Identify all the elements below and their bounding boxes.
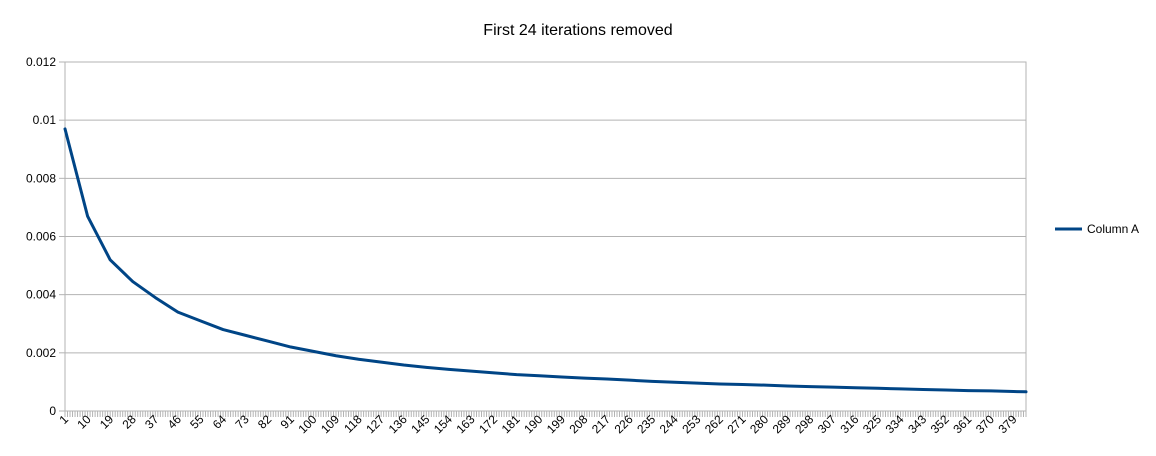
data-point	[199, 319, 202, 323]
data-point	[289, 345, 293, 349]
data-point	[108, 258, 112, 261]
legend: Column A	[1055, 222, 1139, 236]
data-point	[921, 388, 925, 391]
data-point	[1012, 390, 1015, 393]
data-point	[718, 382, 722, 386]
data-point	[628, 378, 631, 382]
gridlines	[59, 61, 1026, 412]
data-point	[763, 383, 767, 387]
data-point	[244, 334, 247, 337]
data-point	[899, 387, 902, 391]
data-point	[876, 387, 880, 390]
data-point	[650, 380, 654, 383]
data-point	[741, 383, 744, 386]
data-point	[1024, 390, 1028, 394]
plot-area-border	[64, 61, 1027, 412]
data-point	[131, 280, 134, 283]
data-point	[402, 363, 405, 367]
data-point	[492, 371, 496, 375]
data-point	[515, 373, 518, 376]
data-point	[154, 296, 157, 299]
data-point	[560, 375, 564, 379]
data-point	[425, 366, 428, 369]
data-point	[809, 385, 812, 388]
x-tick-label: 1	[56, 412, 71, 427]
data-point	[334, 354, 338, 357]
y-tick-label: 0.01	[33, 113, 57, 127]
data-point	[267, 340, 270, 343]
data-point	[944, 388, 947, 392]
y-tick-label: 0	[49, 404, 56, 418]
y-axis-tick-labels: 0 0.002 0.004 0.006 0.008 0.01 0.012	[26, 55, 56, 418]
y-tick-label: 0.006	[26, 230, 56, 244]
y-tick-label: 0.008	[26, 171, 56, 185]
data-point	[86, 214, 89, 218]
series-line-0	[63, 127, 1028, 394]
data-point	[221, 328, 225, 331]
data-point	[786, 384, 789, 388]
data-point	[583, 376, 586, 380]
y-tick-label: 0.002	[26, 346, 56, 360]
data-point	[447, 368, 451, 371]
chart-title: First 24 iterations removed	[483, 22, 672, 39]
data-point	[176, 310, 180, 314]
data-point	[357, 358, 360, 361]
data-point	[831, 385, 834, 389]
data-point	[63, 127, 67, 131]
data-point	[379, 360, 383, 364]
data-point	[605, 377, 609, 381]
data-point	[312, 350, 315, 353]
legend-label-column-a: Column A	[1087, 222, 1139, 236]
data-point	[989, 389, 993, 393]
y-tick-label: 0.012	[26, 55, 56, 69]
data-point	[696, 381, 699, 385]
data-point	[967, 389, 970, 392]
y-tick-label: 0.004	[26, 288, 56, 302]
data-point	[673, 381, 676, 384]
data-point	[854, 386, 857, 389]
data-point	[538, 374, 541, 378]
data-point	[470, 369, 473, 373]
series-layer	[63, 127, 1028, 394]
